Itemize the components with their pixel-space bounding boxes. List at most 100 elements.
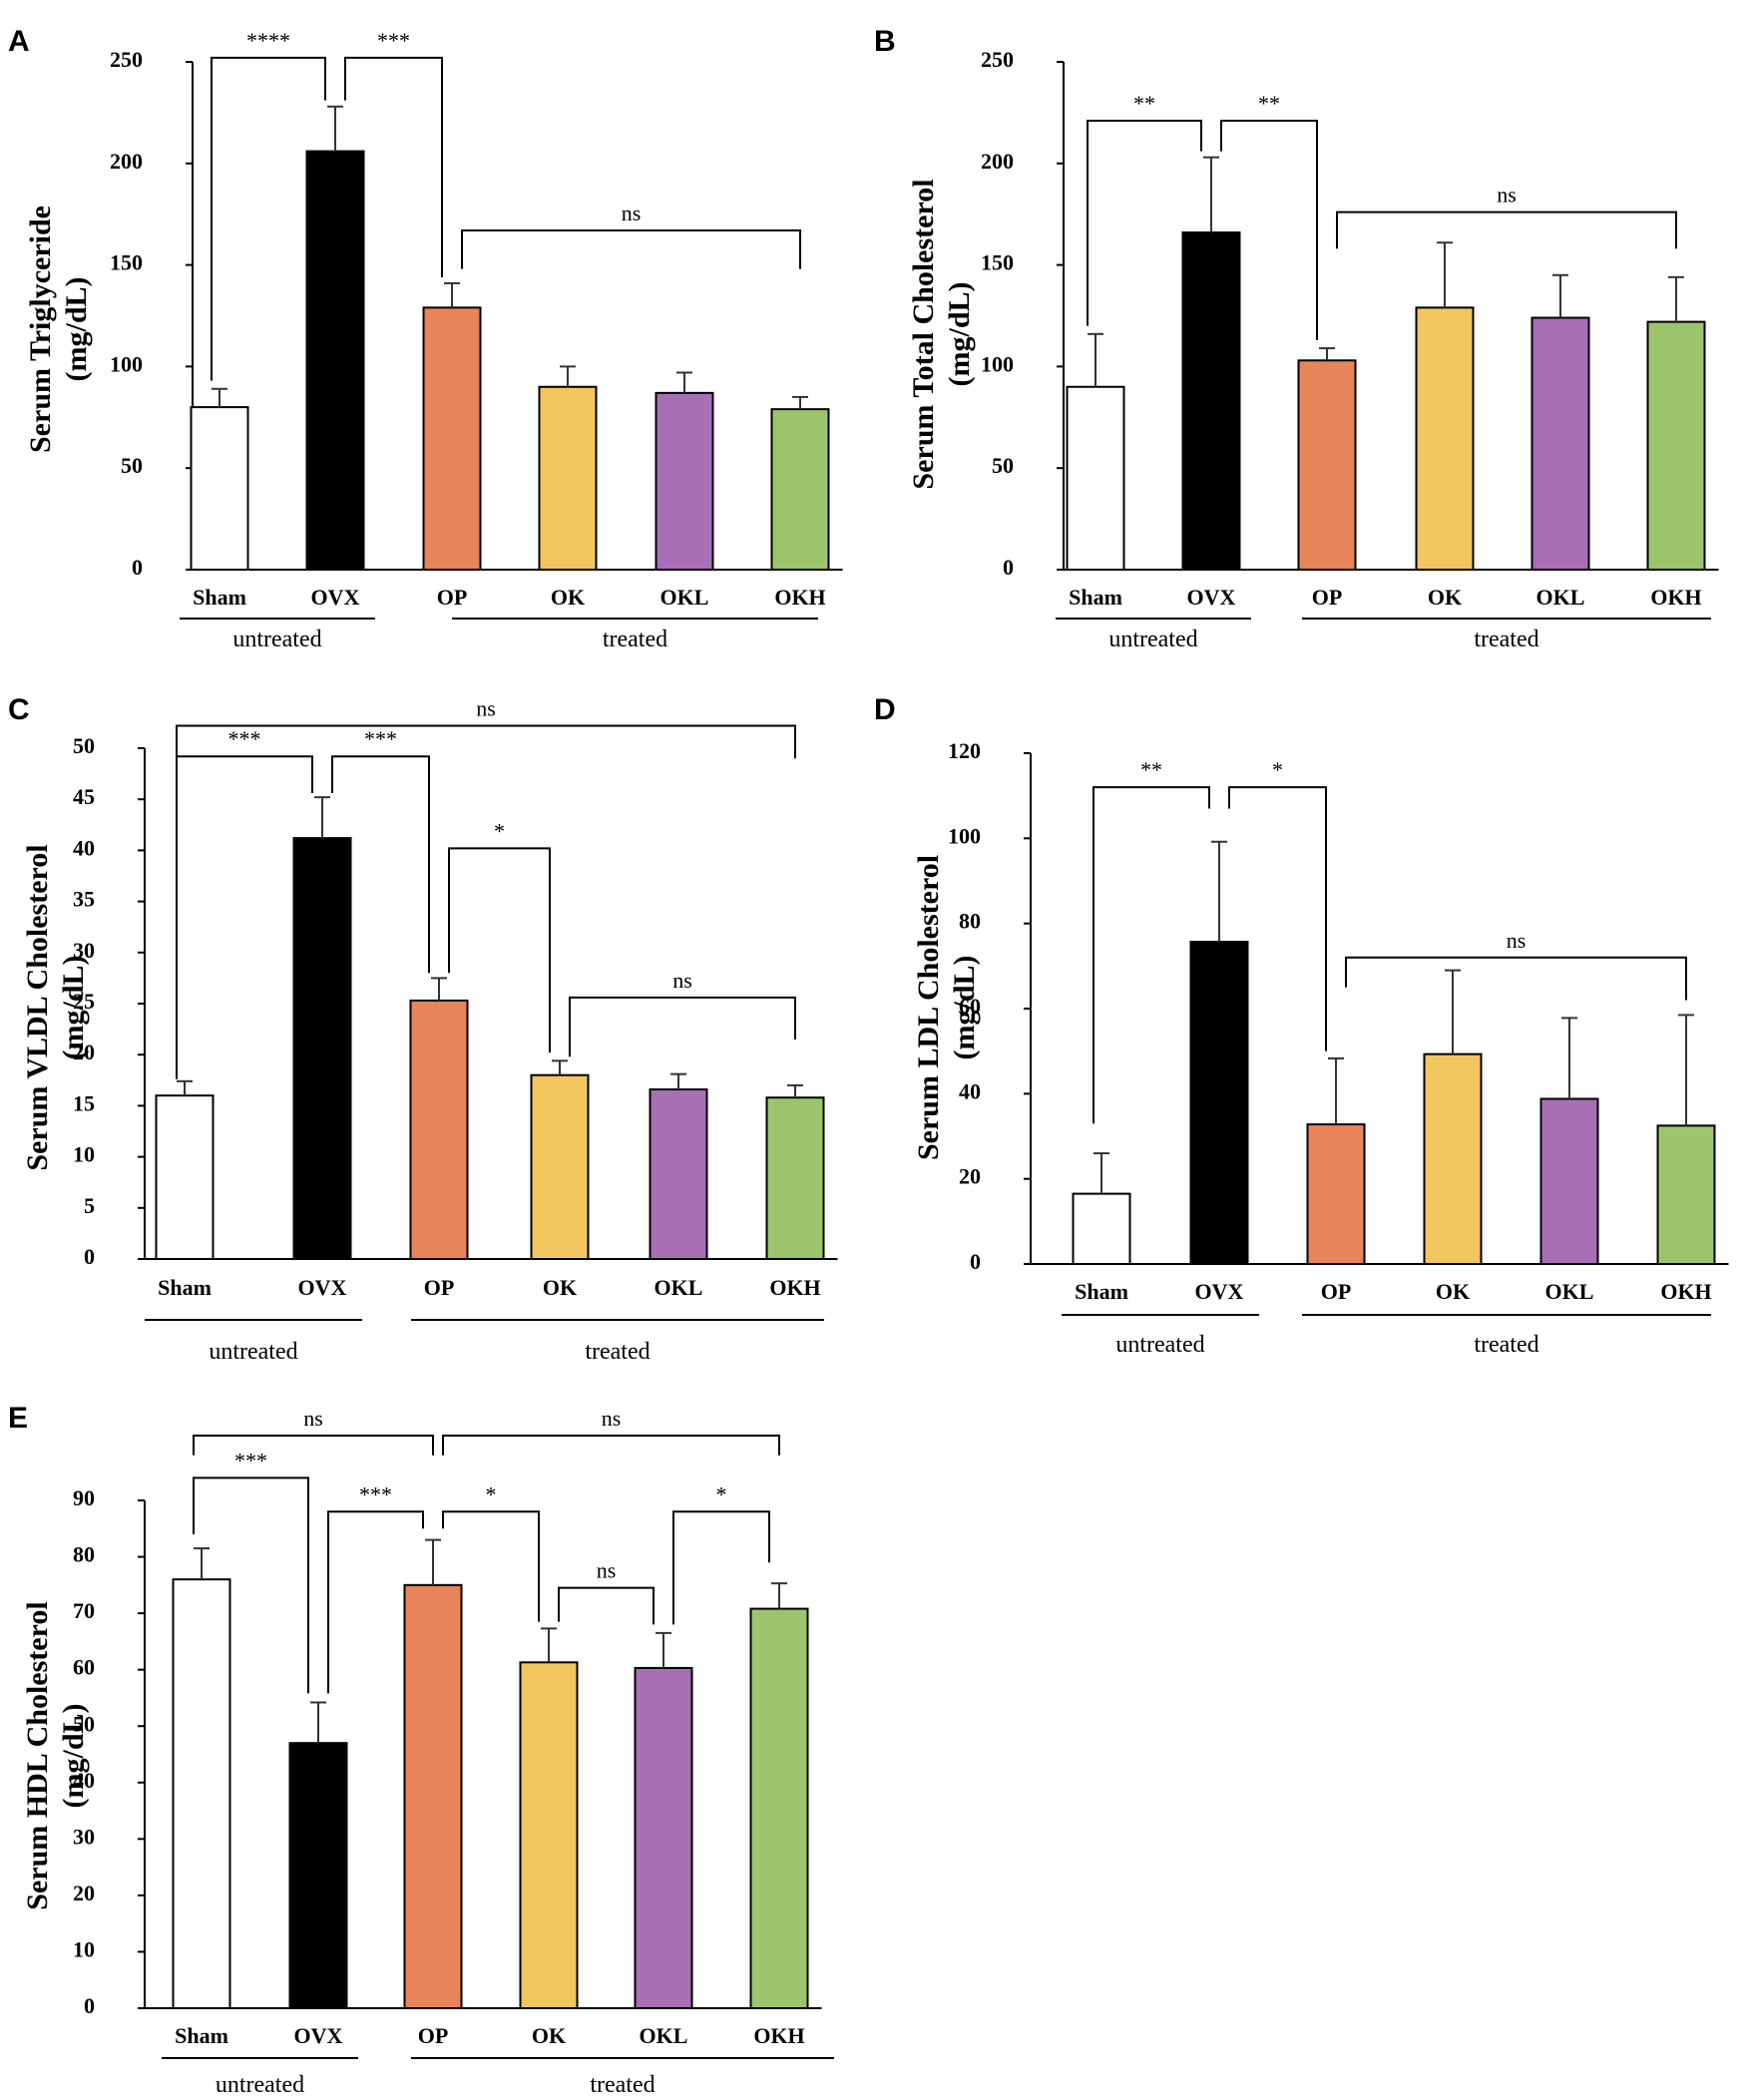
panel-label: B (874, 25, 896, 58)
group-label: untreated (232, 627, 321, 652)
y-tick-label: 150 (981, 250, 1014, 275)
y-tick-label: 60 (959, 994, 981, 1019)
y-tick-label: 0 (1003, 555, 1014, 580)
y-tick-label: 50 (73, 1711, 95, 1736)
x-category-label: Sham (158, 1275, 212, 1300)
y-tick-label: 0 (132, 555, 143, 580)
group-label: treated (585, 1339, 650, 1365)
x-category-label: OK (1428, 585, 1462, 610)
group-label: untreated (216, 2072, 304, 2098)
x-category-label: OK (551, 585, 585, 610)
panel-label: D (874, 693, 896, 726)
y-axis-label: Serum Triglyceride (24, 206, 57, 453)
group-label: untreated (1108, 627, 1197, 652)
x-category-label: OP (418, 2023, 449, 2048)
bar-ok (1423, 1052, 1483, 1265)
x-category-label: Sham (1069, 585, 1122, 610)
x-category-label: OKH (1660, 1279, 1711, 1304)
y-tick-label: 30 (73, 1824, 95, 1849)
significance-label: ns (672, 968, 692, 993)
x-category-label: OKL (660, 585, 709, 610)
significance-bracket (176, 755, 313, 1079)
x-category-label: OP (1321, 1279, 1352, 1304)
bar-sham (190, 406, 249, 571)
bar-okl (1539, 1097, 1599, 1266)
y-tick-label: 100 (948, 823, 981, 848)
x-category-label: Sham (193, 585, 246, 610)
x-category-label: OP (1312, 585, 1343, 610)
x-category-label: OVX (1195, 1279, 1244, 1304)
x-category-label: OKH (1650, 585, 1701, 610)
y-axis-label: Serum HDL Cholesterol (21, 1601, 54, 1909)
y-tick-label: 5 (84, 1193, 95, 1218)
x-category-label: OKH (774, 585, 825, 610)
x-category-label: OP (437, 585, 468, 610)
bar-ok (538, 385, 598, 572)
significance-bracket (344, 56, 443, 277)
y-tick-label: 40 (959, 1078, 981, 1103)
significance-label: ns (1497, 183, 1517, 208)
y-tick-label: 0 (970, 1249, 981, 1274)
bar-op (1306, 1123, 1366, 1266)
panel-label: E (8, 1402, 28, 1435)
bar-op (403, 1583, 463, 2010)
bar-okh (1656, 1124, 1716, 1266)
significance-bracket (1093, 786, 1210, 1124)
chart-panel-e: E 0 10 20 30 40 50 60 70 80 90 Serum HDL Cholestero… (8, 1402, 834, 2098)
y-tick-label: 150 (110, 250, 143, 275)
y-tick-label: 25 (73, 989, 95, 1014)
significance-label: ** (1140, 757, 1162, 782)
y-tick-label: 100 (981, 351, 1014, 376)
bar-ovx (292, 837, 352, 1260)
x-category-label: OK (1436, 1279, 1470, 1304)
significance-label: ns (476, 695, 496, 720)
significance-bracket (558, 1586, 655, 1625)
y-tick-label: 200 (110, 149, 143, 174)
y-axis-label: Serum Total Cholesterol (907, 179, 940, 489)
significance-label: * (486, 1481, 497, 1506)
bar-ok (530, 1073, 590, 1261)
bar-okl (655, 391, 714, 572)
significance-bracket (331, 755, 430, 974)
x-category-label: OKL (1545, 1279, 1594, 1304)
significance-bracket (672, 1510, 770, 1625)
group-label: treated (603, 627, 667, 652)
y-tick-label: 10 (73, 1936, 95, 1961)
y-tick-label: 20 (73, 1881, 95, 1905)
y-tick-label: 50 (121, 453, 143, 478)
y-tick-label: 250 (981, 47, 1014, 72)
bar-ovx (288, 1742, 348, 2009)
y-axis-title: Serum VLDL Cholesterol (mg/dL) (21, 844, 90, 1170)
y-axis-label: Serum VLDL Cholesterol (21, 844, 54, 1170)
significance-label: *** (228, 726, 261, 751)
chart-panel-d: D 0 20 40 60 80 100 120 Serum LDL Cholesterol (mg… (874, 693, 1729, 1358)
y-tick-label: 20 (959, 1164, 981, 1189)
significance-bracket (1228, 786, 1327, 1051)
x-category-label: OKL (640, 2023, 688, 2048)
significance-bracket (569, 996, 796, 1057)
y-axis-unit: (mg/dL) (948, 956, 981, 1060)
significance-bracket (1345, 956, 1687, 1001)
y-tick-label: 0 (84, 1993, 95, 2018)
panel-label: A (8, 25, 30, 58)
y-tick-label: 80 (73, 1542, 95, 1567)
x-category-label: OK (532, 2023, 566, 2048)
y-tick-label: 80 (959, 909, 981, 934)
y-axis-title: Serum LDL Cholesterol (mg/dL) (912, 855, 981, 1160)
x-category-label: OKL (1536, 585, 1585, 610)
y-tick-label: 100 (110, 351, 143, 376)
significance-bracket (1087, 120, 1202, 326)
bar-ok (519, 1661, 579, 2009)
significance-label: ** (1133, 91, 1155, 116)
bar-op (1297, 359, 1357, 571)
significance-bracket (193, 1476, 309, 1694)
y-tick-label: 250 (110, 47, 143, 72)
y-tick-label: 45 (73, 784, 95, 809)
significance-label: **** (246, 28, 290, 53)
significance-label: ns (622, 201, 642, 225)
bar-okh (765, 1096, 825, 1261)
y-tick-label: 0 (84, 1244, 95, 1269)
significance-label: * (494, 818, 505, 843)
y-tick-label: 70 (73, 1598, 95, 1623)
bar-sham (155, 1094, 215, 1261)
